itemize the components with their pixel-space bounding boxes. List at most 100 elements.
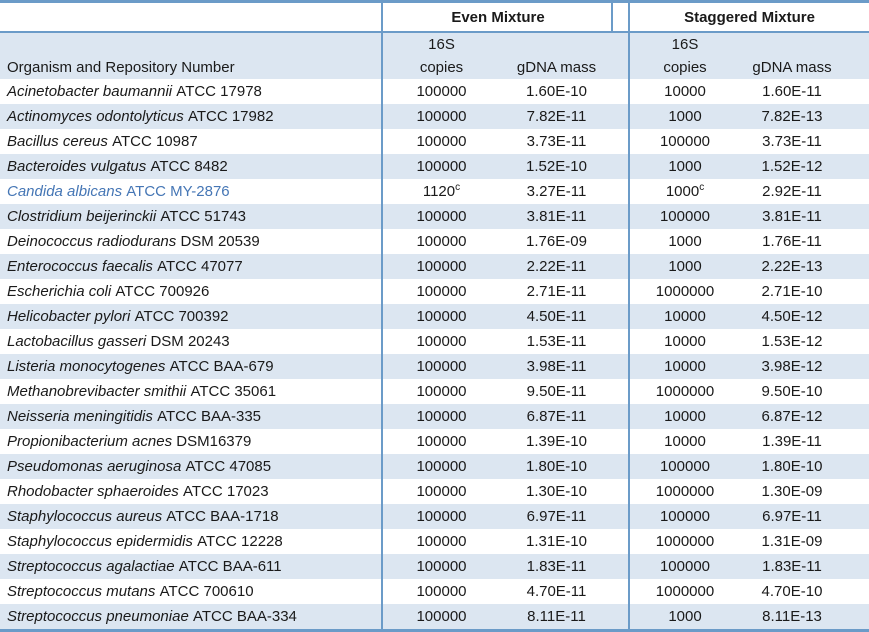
even-16s-copies-cell: 100000 <box>416 433 467 450</box>
table-header-groups: Even Mixture Staggered Mixture <box>0 3 869 33</box>
staggered-16s-copies-cell: 1000 <box>668 233 702 250</box>
organism-cell: Bacteroides vulgatus ATCC 8482 <box>0 154 383 179</box>
repository-number: ATCC 10987 <box>112 133 198 150</box>
even-gdna-mass-cell: 6.97E-11 <box>526 508 587 525</box>
organism-name: Pseudomonas aeruginosa <box>7 458 182 475</box>
even-gdna-mass-cell: 3.81E-11 <box>526 208 587 225</box>
even-gdna-mass-cell: 1.80E-10 <box>526 458 587 475</box>
organism-name: Enterococcus faecalis <box>7 258 153 275</box>
staggered-copies-label: copies <box>663 59 707 76</box>
staggered-gdna-mass-cell: 2.22E-13 <box>761 258 823 275</box>
even-gdna-mass-cell: 9.50E-11 <box>526 383 587 400</box>
even-gdna-label: gDNA mass <box>516 59 597 76</box>
header-spacer <box>613 33 630 79</box>
table-row: Acinetobacter baumannii ATCC 17978 100000… <box>0 79 869 104</box>
organism-name: Staphylococcus epidermidis <box>7 533 193 550</box>
repository-number: DSM 20243 <box>150 333 230 350</box>
table-row: Methanobrevibacter smithii ATCC 35061 100… <box>0 379 869 404</box>
even-16s-copies-cell: 100000 <box>416 283 467 300</box>
staggered-gdna-mass-cell: 6.97E-11 <box>762 508 822 525</box>
table-row: Actinomyces odontolyticus ATCC 17982 1000… <box>0 104 869 129</box>
staggered-16s-copies-cell: 1000 <box>668 258 702 275</box>
even-16s-copies-cell: 100000 <box>416 133 467 150</box>
even-16s-copies-cell: 100000 <box>416 383 467 400</box>
organism-cell: Enterococcus faecalis ATCC 47077 <box>0 254 383 279</box>
table-row: Helicobacter pylori ATCC 700392 100000 4.… <box>0 304 869 329</box>
organism-cell: Rhodobacter sphaeroides ATCC 17023 <box>0 479 383 504</box>
even-gdna-mass-cell: 4.50E-11 <box>526 308 587 325</box>
even-16s-copies-cell: 100000 <box>416 333 467 350</box>
staggered-16s-copies-cell: 10000 <box>664 333 706 350</box>
even-16s-copies-cell: 100000 <box>416 158 467 175</box>
table-row: Clostridium beijerinckii ATCC 51743 10000… <box>0 204 869 229</box>
organism-cell: Staphylococcus aureus ATCC BAA-1718 <box>0 504 383 529</box>
even-gdna-mass-cell: 1.52E-10 <box>526 158 587 175</box>
even-gdna-mass-cell: 1.76E-09 <box>526 233 587 250</box>
staggered-16s-copies-cell: 10000 <box>664 308 706 325</box>
staggered-gdna-mass-cell: 4.50E-12 <box>761 308 823 325</box>
even-mixture-box-right-border <box>611 3 613 33</box>
even-gdna-mass-cell: 3.73E-11 <box>526 133 587 150</box>
even-gdna-mass-cell: 4.70E-11 <box>526 583 587 600</box>
organism-name: Bacteroides vulgatus <box>7 158 147 175</box>
table-row: Rhodobacter sphaeroides ATCC 17023 100000… <box>0 479 869 504</box>
divider-even-staggered <box>628 3 630 629</box>
staggered-16s-copies-cell: 1000000 <box>655 533 715 550</box>
table-row: Bacteroides vulgatus ATCC 8482 100000 1.5… <box>0 154 869 179</box>
organism-cell: Candida albicans ATCC MY-2876 <box>0 179 383 204</box>
staggered-16s-copies-cell: 100000 <box>659 208 711 225</box>
organism-name: Deinococcus radiodurans <box>7 233 177 250</box>
header-organism-column: Organism and Repository Number <box>0 33 383 79</box>
even-16s-copies-cell: 100000 <box>416 533 467 550</box>
table-body: Acinetobacter baumannii ATCC 17978 100000… <box>0 79 869 629</box>
organism-cell: Deinococcus radiodurans DSM 20539 <box>0 229 383 254</box>
organism-name: Streptococcus pneumoniae <box>7 608 189 625</box>
even-16s-copies-cell: 100000 <box>416 458 467 475</box>
organism-name: Escherichia coli <box>7 283 112 300</box>
organism-name: Clostridium beijerinckii <box>7 208 157 225</box>
organism-name: Rhodobacter sphaeroides <box>7 483 179 500</box>
repository-number: DSM16379 <box>176 433 252 450</box>
organism-name: Acinetobacter baumannii <box>7 83 173 100</box>
repository-number: ATCC BAA-334 <box>192 608 297 625</box>
organism-cell: Staphylococcus epidermidis ATCC 12228 <box>0 529 383 554</box>
repository-number: ATCC 17982 <box>187 108 274 125</box>
even-gdna-mass-cell: 1.83E-11 <box>526 558 587 575</box>
even-copies-label: copies <box>419 59 464 76</box>
table-header-columns: Organism and Repository Number 16S copie… <box>0 33 869 79</box>
header-staggered-mixture: Staggered Mixture <box>684 8 815 26</box>
organism-name: Helicobacter pylori <box>7 308 131 325</box>
staggered-16s-copies-cell: 1000000 <box>655 583 715 600</box>
table-row: Deinococcus radiodurans DSM 20539 100000 … <box>0 229 869 254</box>
organism-name: Streptococcus mutans <box>7 583 156 600</box>
even-16s-copies-cell: 100000 <box>416 508 467 525</box>
staggered-16s-copies-cell: 10000 <box>664 358 706 375</box>
organism-cell: Neisseria meningitidis ATCC BAA-335 <box>0 404 383 429</box>
repository-number: ATCC BAA-679 <box>169 358 274 375</box>
even-gdna-mass-cell: 3.27E-11 <box>526 183 587 200</box>
staggered-gdna-mass-cell: 8.11E-13 <box>762 608 822 625</box>
staggered-16s-copies-cell: 100000 <box>659 458 711 475</box>
even-16s-copies-cell: 100000 <box>416 408 467 425</box>
repository-number: ATCC BAA-1718 <box>166 508 279 525</box>
even-16s-label: 16S <box>428 36 455 53</box>
divider-organism-even <box>381 3 383 629</box>
organism-name: Staphylococcus aureus <box>7 508 163 525</box>
staggered-gdna-label: gDNA mass <box>752 59 832 76</box>
staggered-gdna-mass-cell: 6.87E-12 <box>761 408 823 425</box>
even-16s-copies-cell: 1120 c <box>422 181 461 200</box>
repository-number: DSM 20539 <box>180 233 260 250</box>
even-16s-copies-cell: 100000 <box>416 108 467 125</box>
staggered-16s-copies-cell: 10000 <box>664 83 706 100</box>
header-even-gdna: gDNA mass <box>500 33 613 79</box>
even-gdna-mass-cell: 6.87E-11 <box>526 408 587 425</box>
staggered-gdna-mass-cell: 2.92E-11 <box>762 183 822 200</box>
organism-name: Methanobrevibacter smithii <box>7 383 187 400</box>
even-gdna-mass-cell: 1.39E-10 <box>526 433 587 450</box>
staggered-16s-copies-cell: 1000000 <box>655 483 715 500</box>
organism-cell: Escherichia coli ATCC 700926 <box>0 279 383 304</box>
repository-number: ATCC 35061 <box>190 383 277 400</box>
even-gdna-mass-cell: 1.30E-10 <box>526 483 587 500</box>
table-row: Listeria monocytogenes ATCC BAA-679 10000… <box>0 354 869 379</box>
table-row: Pseudomonas aeruginosa ATCC 47085 100000 … <box>0 454 869 479</box>
